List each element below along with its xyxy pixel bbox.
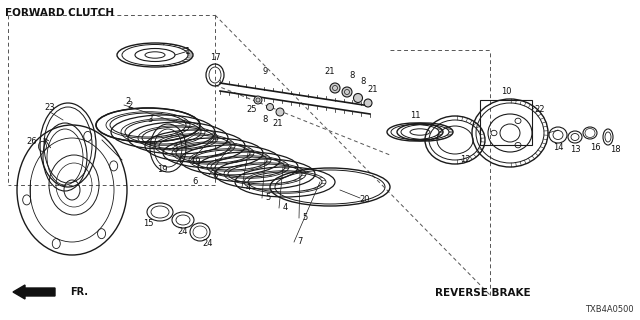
Text: 3: 3: [172, 146, 178, 155]
Text: 8: 8: [262, 116, 268, 124]
Text: 19: 19: [157, 165, 167, 174]
Text: 1: 1: [185, 47, 191, 57]
Text: 25: 25: [247, 106, 257, 115]
Text: 4: 4: [245, 182, 251, 191]
Ellipse shape: [342, 87, 352, 97]
Ellipse shape: [330, 83, 340, 93]
Text: TXB4A0500: TXB4A0500: [585, 306, 634, 315]
Bar: [480, 100, 532, 145]
Ellipse shape: [276, 108, 284, 116]
Text: 9: 9: [262, 68, 268, 76]
Text: 21: 21: [324, 68, 335, 76]
Text: 8: 8: [349, 71, 355, 81]
Text: 17: 17: [210, 53, 220, 62]
Ellipse shape: [353, 93, 362, 102]
Text: 16: 16: [589, 142, 600, 151]
FancyArrow shape: [13, 285, 55, 299]
Text: 13: 13: [570, 146, 580, 155]
Text: 7: 7: [298, 237, 303, 246]
Text: 8: 8: [360, 77, 365, 86]
Ellipse shape: [254, 96, 262, 104]
Ellipse shape: [364, 99, 372, 107]
Text: 21: 21: [368, 85, 378, 94]
Text: 4: 4: [282, 204, 287, 212]
Text: 14: 14: [553, 142, 563, 151]
Text: 3: 3: [147, 116, 153, 124]
Text: 23: 23: [45, 103, 55, 113]
Text: 24: 24: [203, 239, 213, 249]
Text: 20: 20: [360, 196, 371, 204]
Text: 18: 18: [610, 146, 620, 155]
Text: 19: 19: [189, 157, 200, 166]
Text: 10: 10: [500, 87, 511, 97]
Ellipse shape: [266, 103, 273, 110]
Text: 2: 2: [125, 98, 131, 107]
Text: FR.: FR.: [70, 287, 88, 297]
Text: 22: 22: [535, 106, 545, 115]
Text: 6: 6: [192, 178, 198, 187]
Text: 5: 5: [266, 194, 271, 203]
Text: 24: 24: [178, 228, 188, 236]
Text: 6: 6: [212, 171, 218, 180]
Text: 12: 12: [460, 156, 470, 164]
Text: 2: 2: [127, 100, 132, 109]
Text: 21: 21: [273, 119, 284, 129]
Text: 5: 5: [302, 213, 308, 222]
Text: REVERSE BRAKE: REVERSE BRAKE: [435, 288, 531, 298]
Text: 11: 11: [410, 110, 420, 119]
Text: FORWARD CLUTCH: FORWARD CLUTCH: [5, 8, 114, 18]
Text: 15: 15: [143, 219, 153, 228]
Text: 26: 26: [27, 138, 37, 147]
